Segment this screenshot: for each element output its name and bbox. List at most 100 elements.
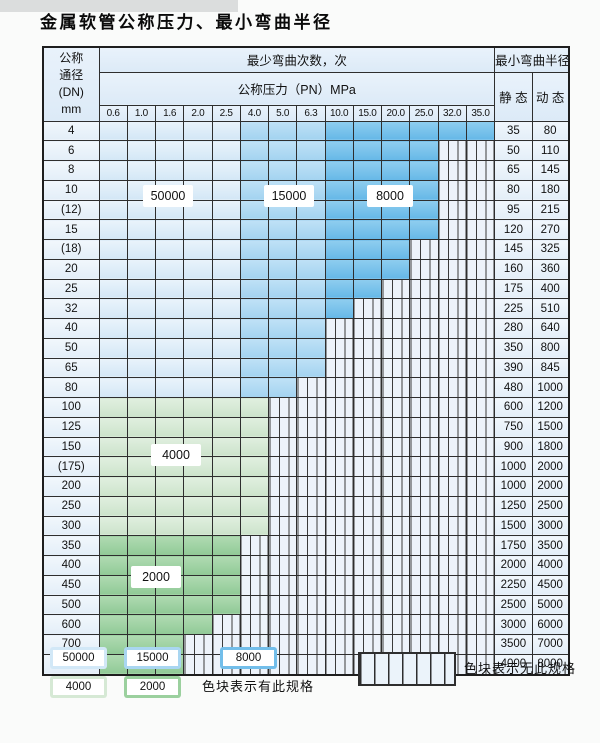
dynamic-radius-cell: 1800 — [531, 436, 570, 458]
unavailable-cell — [380, 555, 411, 576]
unavailable-cell — [465, 239, 496, 260]
unavailable-cell — [239, 555, 270, 576]
pressure-col-header: 15.0 — [352, 104, 383, 122]
available-cell — [98, 555, 128, 576]
available-cell — [324, 120, 354, 142]
dn-cell: 500 — [42, 594, 100, 616]
unavailable-cell — [239, 614, 270, 635]
available-cell — [183, 140, 213, 161]
available-cell — [154, 594, 185, 616]
pressure-col-header: 5.0 — [267, 104, 298, 122]
static-radius-cell: 1750 — [494, 535, 533, 556]
available-cell — [324, 199, 354, 221]
unavailable-cell — [324, 377, 354, 398]
dn-cell: 50 — [42, 337, 100, 359]
dn-cell: (175) — [42, 456, 100, 477]
unavailable-cell — [409, 239, 439, 260]
available-cell — [154, 357, 185, 379]
available-cell — [239, 377, 270, 398]
available-cell — [267, 120, 298, 142]
unavailable-cell — [324, 337, 354, 359]
static-radius-cell: 95 — [494, 199, 533, 221]
static-radius-cell: 50 — [494, 140, 533, 161]
static-radius-cell: 2250 — [494, 574, 533, 596]
available-cell — [239, 140, 270, 161]
unavailable-cell — [324, 476, 354, 497]
available-cell — [211, 416, 241, 438]
unavailable-cell — [380, 298, 411, 319]
available-cell — [154, 298, 185, 319]
available-cell — [126, 219, 157, 240]
dynamic-radius-cell: 7000 — [531, 634, 570, 655]
available-cell — [183, 495, 213, 517]
available-cell — [126, 416, 157, 438]
legend-swatch-8000-label: 8000 — [223, 650, 274, 666]
available-cell — [126, 397, 157, 418]
available-cell — [183, 397, 213, 418]
page-title: 金属软管公称压力、最小弯曲半径 — [40, 13, 333, 33]
legend-swatch-15000: 15000 — [124, 647, 181, 669]
unavailable-cell — [465, 397, 496, 418]
unavailable-cell — [296, 515, 326, 537]
unavailable-cell — [183, 634, 213, 655]
unavailable-cell — [239, 535, 270, 556]
static-radius-cell: 3000 — [494, 614, 533, 635]
unavailable-cell — [437, 199, 467, 221]
available-cell — [98, 357, 128, 379]
available-cell — [154, 258, 185, 280]
unavailable-cell — [465, 258, 496, 280]
unavailable-cell — [437, 239, 467, 260]
unavailable-cell — [267, 555, 298, 576]
available-cell — [239, 219, 270, 240]
dynamic-radius-cell: 270 — [531, 219, 570, 240]
unavailable-cell — [409, 456, 439, 477]
unavailable-cell — [437, 535, 467, 556]
dn-cell: 150 — [42, 436, 100, 458]
static-radius-cell: 350 — [494, 337, 533, 359]
unavailable-cell — [324, 535, 354, 556]
cycles-label-4000: 4000 — [151, 444, 201, 466]
available-cell — [154, 120, 185, 142]
available-cell — [324, 160, 354, 181]
unavailable-cell — [437, 179, 467, 201]
available-cell — [183, 594, 213, 616]
available-cell — [267, 258, 298, 280]
table-row: 400 2000 4000 — [42, 555, 570, 576]
static-radius-cell: 175 — [494, 278, 533, 300]
dn-cell: 10 — [42, 179, 100, 201]
static-radius-cell: 80 — [494, 179, 533, 201]
unavailable-cell — [380, 634, 411, 655]
unavailable-cell — [409, 278, 439, 300]
dn-cell: 200 — [42, 476, 100, 497]
unavailable-cell — [409, 594, 439, 616]
static-radius-cell: 225 — [494, 298, 533, 319]
unavailable-cell — [296, 653, 326, 676]
available-cell — [296, 239, 326, 260]
available-cell — [211, 258, 241, 280]
pressure-col-header: 35.0 — [465, 104, 496, 122]
available-cell — [211, 515, 241, 537]
table-body: 4 35 80 6 50 110 8 65 145 10 80 180 (12) 95 215 15 120 27… — [42, 120, 570, 676]
available-cell — [239, 179, 270, 201]
dynamic-radius-cell: 5000 — [531, 594, 570, 616]
dn-cell: 250 — [42, 495, 100, 517]
available-cell — [211, 456, 241, 477]
unavailable-cell — [324, 357, 354, 379]
dn-cell: 4 — [42, 120, 100, 142]
unavailable-cell — [324, 456, 354, 477]
available-cell — [126, 140, 157, 161]
table-row: 25 175 400 — [42, 278, 570, 300]
unavailable-cell — [465, 160, 496, 181]
dynamic-radius-cell: 3000 — [531, 515, 570, 537]
available-cell — [239, 515, 270, 537]
available-cell — [183, 239, 213, 260]
available-cell — [183, 258, 213, 280]
available-cell — [409, 160, 439, 181]
unavailable-cell — [437, 515, 467, 537]
scan-artifact-strip — [0, 0, 238, 12]
available-cell — [98, 397, 128, 418]
available-cell — [154, 140, 185, 161]
available-cell — [239, 495, 270, 517]
dn-cell: 125 — [42, 416, 100, 438]
table-row: (18) 145 325 — [42, 239, 570, 260]
